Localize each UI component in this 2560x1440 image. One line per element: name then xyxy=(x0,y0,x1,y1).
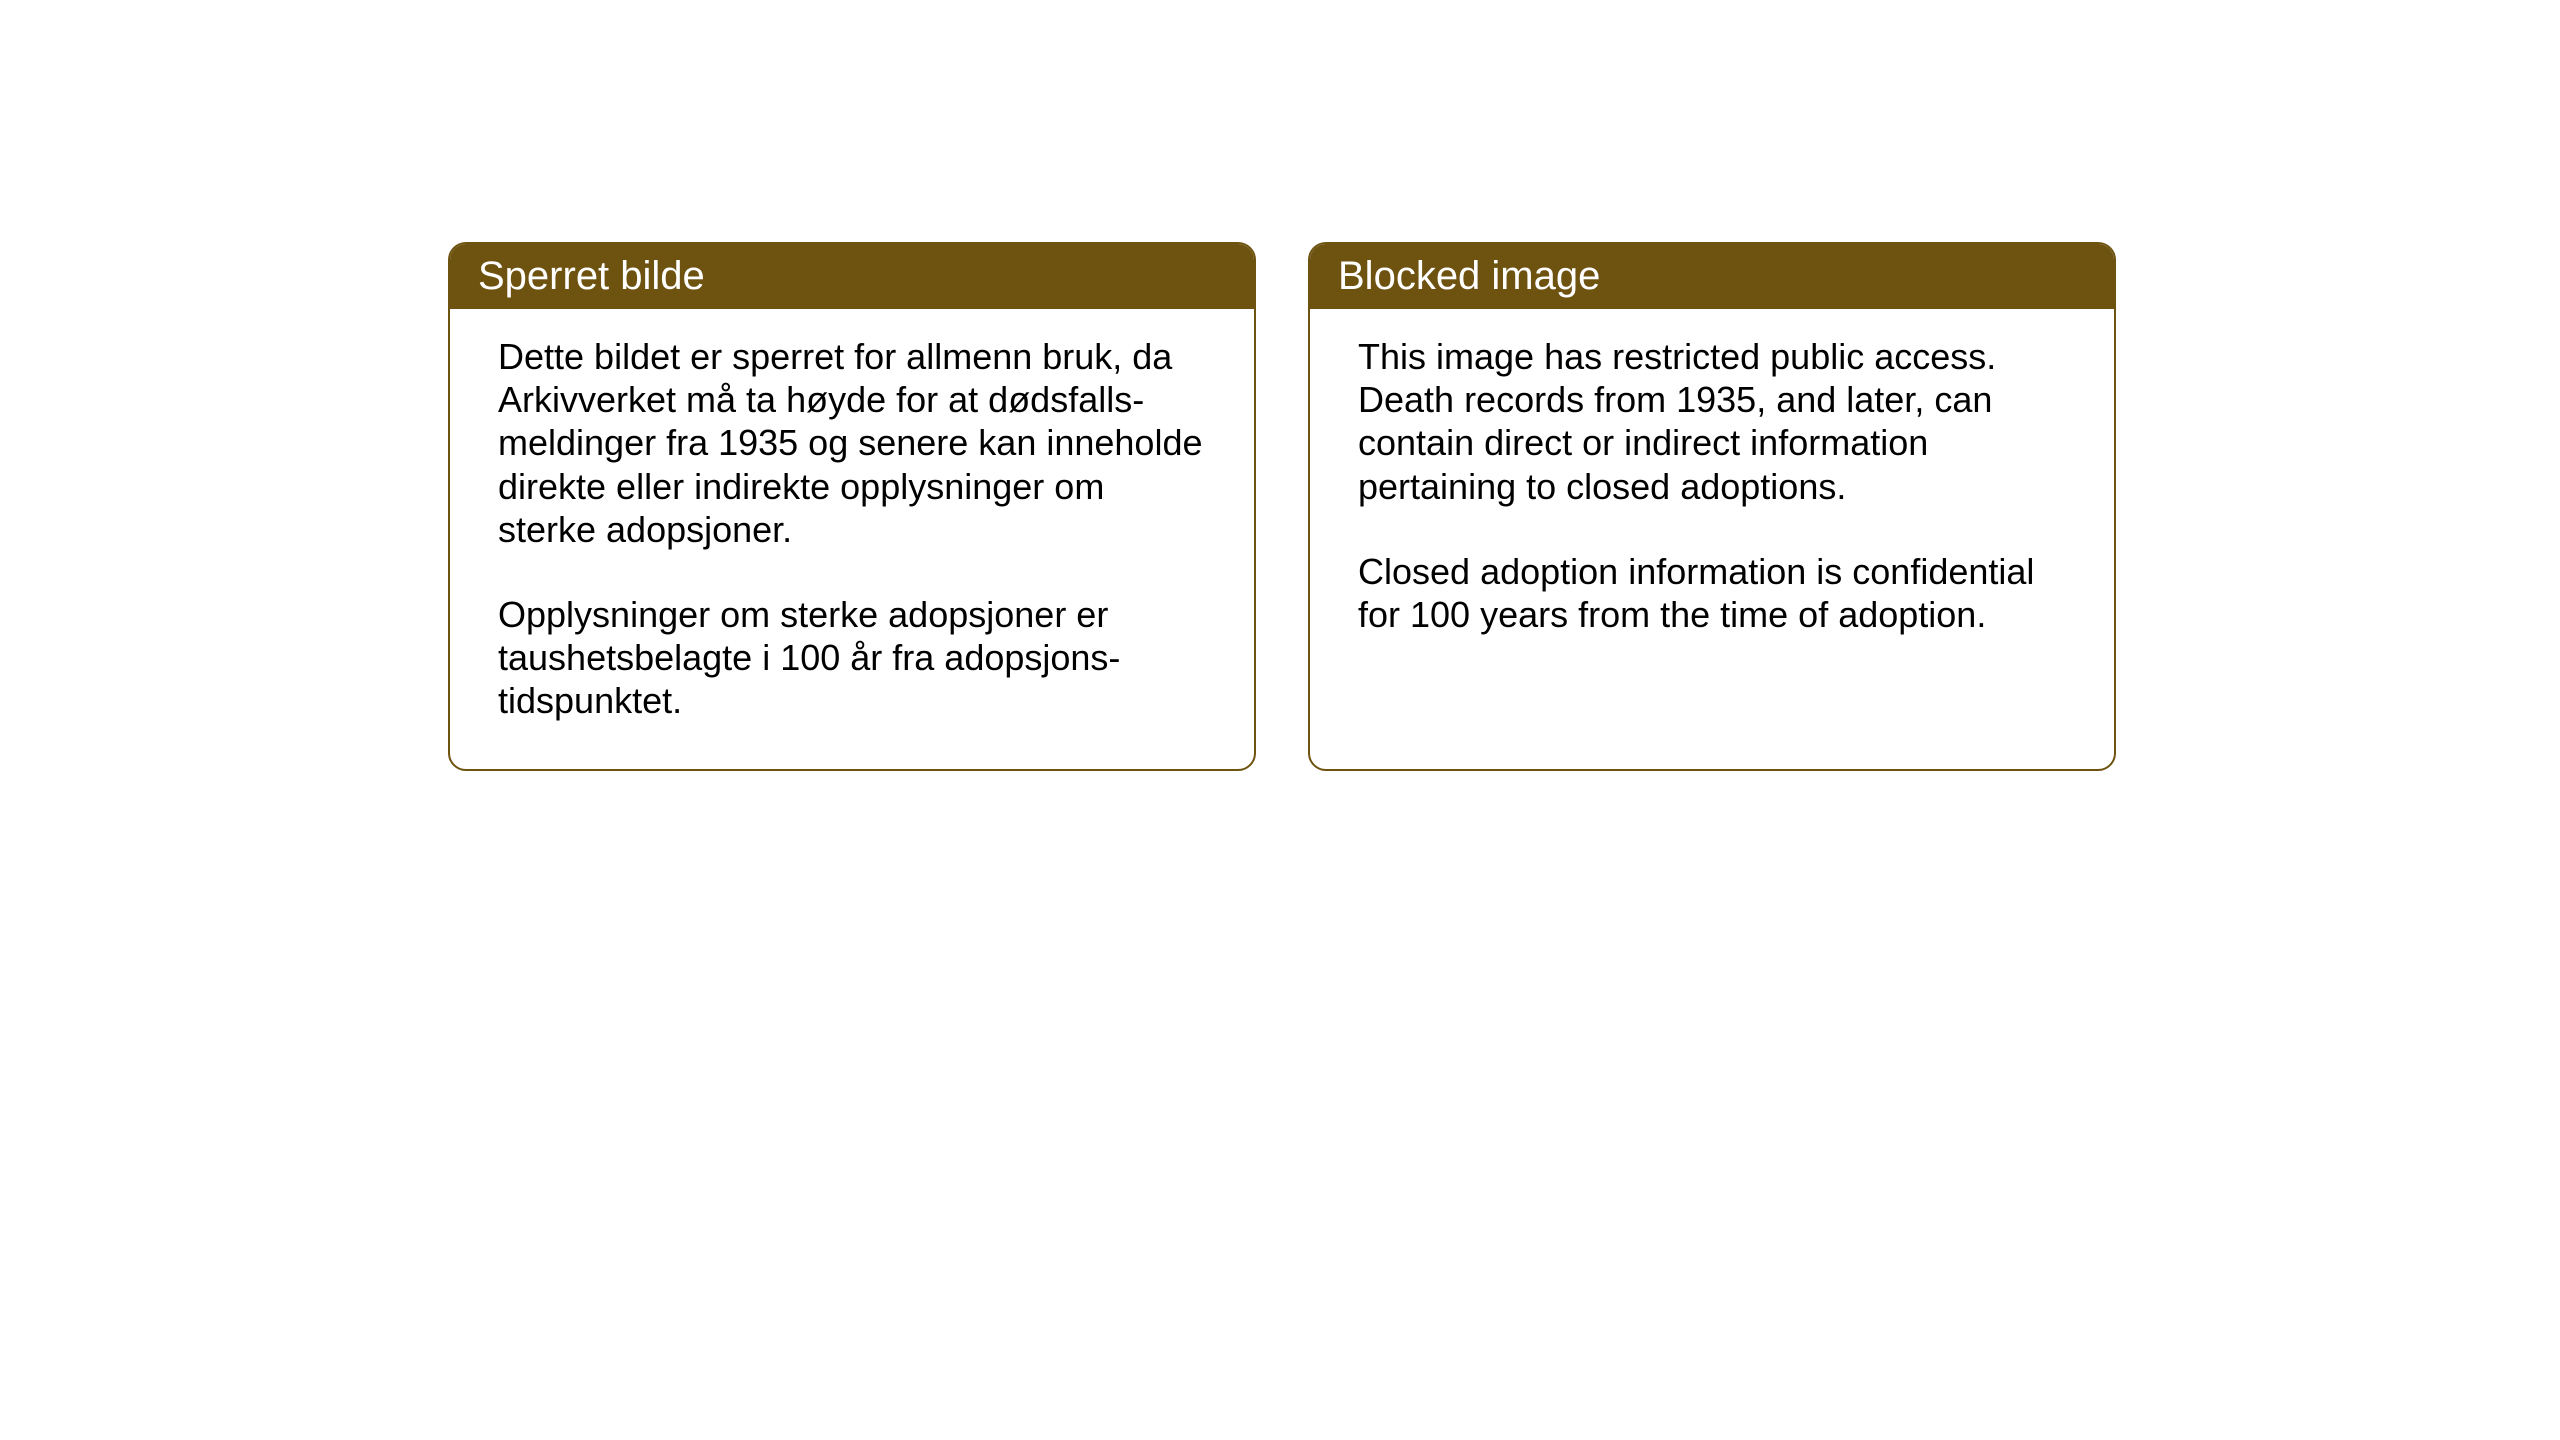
notice-container: Sperret bilde Dette bildet er sperret fo… xyxy=(448,242,2116,771)
norwegian-card-title: Sperret bilde xyxy=(450,244,1254,309)
norwegian-paragraph-1: Dette bildet er sperret for allmenn bruk… xyxy=(498,335,1206,551)
english-paragraph-2: Closed adoption information is confident… xyxy=(1358,550,2066,636)
english-card-body: This image has restricted public access.… xyxy=(1310,309,2114,682)
english-card-title: Blocked image xyxy=(1310,244,2114,309)
english-notice-card: Blocked image This image has restricted … xyxy=(1308,242,2116,771)
norwegian-paragraph-2: Opplysninger om sterke adopsjoner er tau… xyxy=(498,593,1206,723)
english-paragraph-1: This image has restricted public access.… xyxy=(1358,335,2066,508)
norwegian-notice-card: Sperret bilde Dette bildet er sperret fo… xyxy=(448,242,1256,771)
norwegian-card-body: Dette bildet er sperret for allmenn bruk… xyxy=(450,309,1254,769)
